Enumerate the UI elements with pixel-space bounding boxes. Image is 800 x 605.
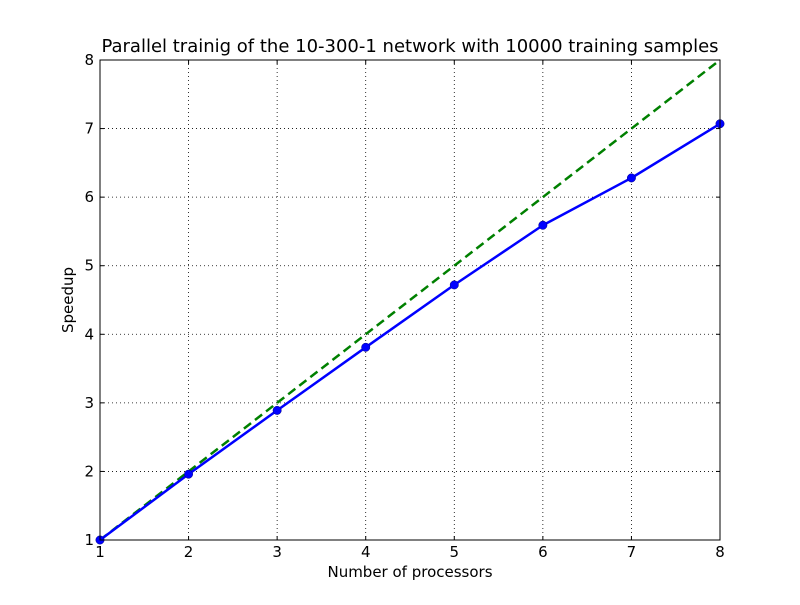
y-tick-label: 5 [84, 257, 94, 275]
data-point-marker [361, 342, 371, 352]
y-tick-label: 1 [84, 531, 94, 549]
x-tick-label: 5 [450, 543, 460, 561]
measured-speedup-line [99, 122, 721, 542]
data-point-marker [626, 173, 636, 183]
x-tick-label: 7 [627, 543, 637, 561]
y-tick-label: 7 [84, 120, 94, 138]
x-tick-label: 4 [361, 543, 371, 561]
plot-frame [99, 59, 721, 541]
x-tick-label: 8 [715, 543, 725, 561]
x-axis-label: Number of processors [327, 563, 492, 581]
x-tick-label: 2 [184, 543, 194, 561]
series-layer [95, 59, 725, 545]
axis-ticks: 1 2 3 4 5 6 7 8 1 2 3 4 5 6 7 8 [84, 51, 724, 561]
chart-title: Parallel trainig of the 10-300-1 network… [101, 36, 718, 57]
x-tick-label: 3 [272, 543, 282, 561]
y-tick-label: 2 [84, 462, 94, 480]
y-axis-label: Speedup [59, 267, 77, 333]
x-tick-label: 6 [538, 543, 548, 561]
y-tick-label: 8 [84, 51, 94, 69]
data-point-marker [272, 405, 282, 415]
y-tick-label: 3 [84, 394, 94, 412]
data-point-marker [538, 220, 548, 230]
ideal-speedup-line [99, 59, 721, 541]
data-point-marker [449, 280, 459, 290]
grid-lines [100, 60, 720, 540]
data-point-marker [184, 469, 194, 479]
y-tick-label: 6 [84, 188, 94, 206]
y-tick-label: 4 [84, 325, 94, 343]
x-tick-label: 1 [95, 543, 105, 561]
